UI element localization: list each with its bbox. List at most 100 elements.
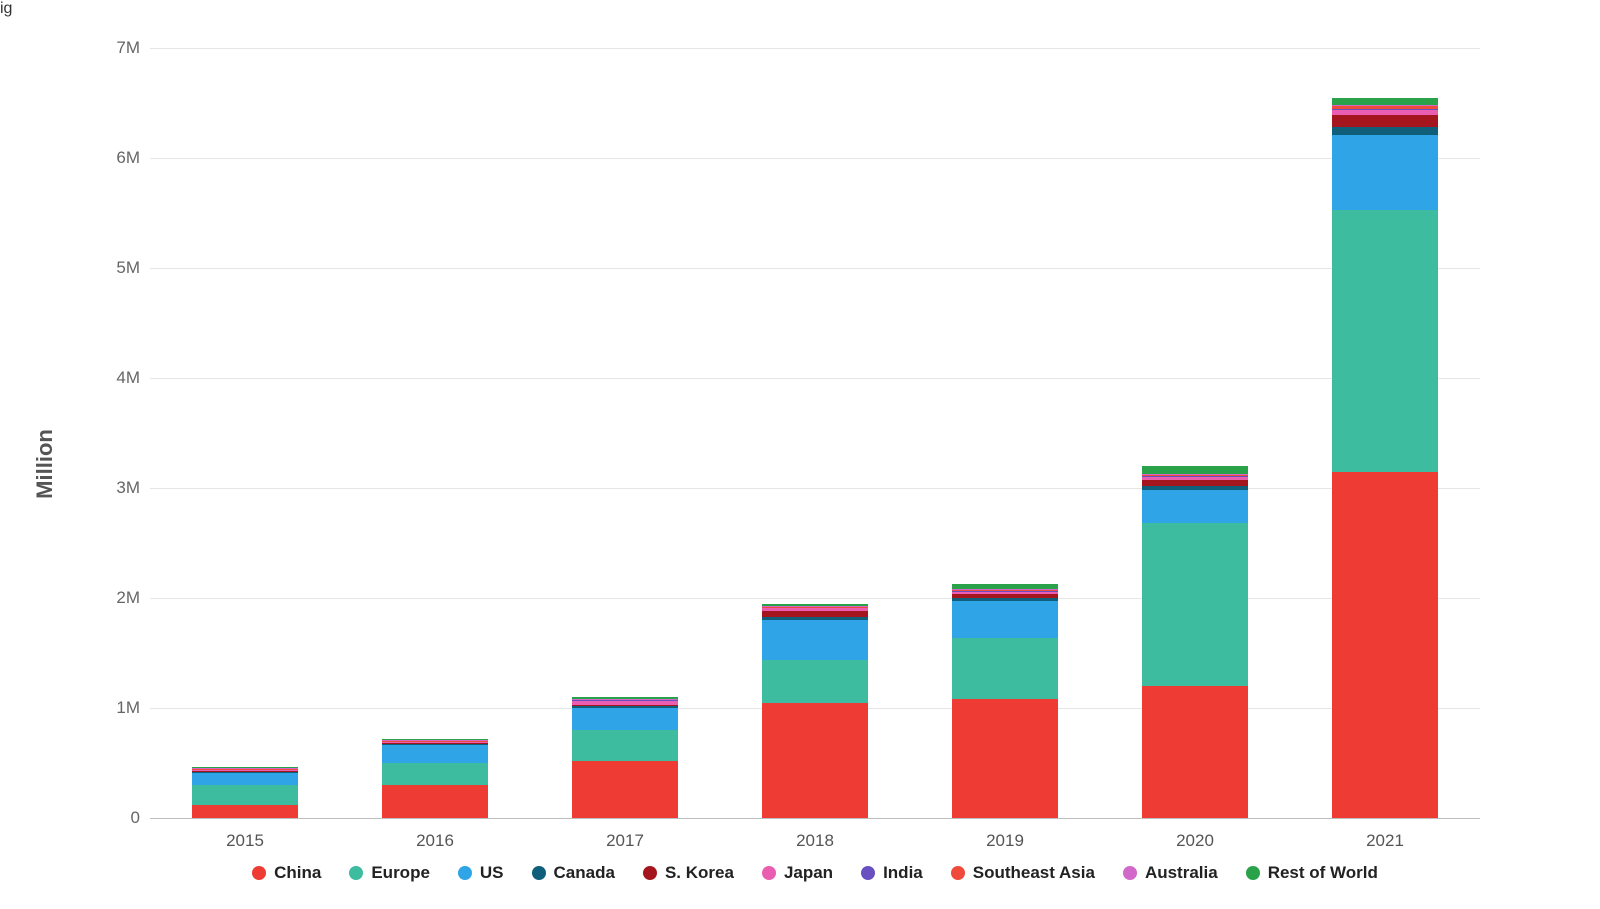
bar-seg-india [1332, 109, 1438, 111]
legend-label: India [883, 863, 923, 883]
legend-swatch-icon [951, 866, 965, 880]
x-tick-label: 2016 [416, 831, 454, 851]
bar-seg-europe [192, 785, 298, 805]
bar-seg-china [1142, 686, 1248, 818]
bar-seg-australia [952, 589, 1058, 590]
legend-swatch-icon [349, 866, 363, 880]
bar-seg-japan [1142, 477, 1248, 480]
bar-2021 [1332, 48, 1438, 818]
bar-seg-southeast_asia [1332, 106, 1438, 108]
bar-seg-china [762, 703, 868, 819]
x-tick-label: 2018 [796, 831, 834, 851]
bar-seg-australia [1332, 105, 1438, 107]
legend-item-india: India [861, 863, 923, 883]
stacked-bar-chart: Million 01M2M3M4M5M6M7M 2015201620172018… [0, 18, 1600, 909]
bar-seg-skorea [762, 611, 868, 617]
bar-seg-japan [192, 769, 298, 771]
legend-label: Japan [784, 863, 833, 883]
legend-label: S. Korea [665, 863, 734, 883]
legend-item-china: China [252, 863, 321, 883]
bar-seg-china [192, 805, 298, 818]
legend-item-australia: Australia [1123, 863, 1218, 883]
bar-seg-southeast_asia [1142, 475, 1248, 476]
bar-seg-china [382, 785, 488, 818]
legend-swatch-icon [762, 866, 776, 880]
plot-area: 01M2M3M4M5M6M7M [150, 48, 1480, 819]
bar-2017 [572, 48, 678, 818]
bar-seg-rest_of_world [382, 739, 488, 741]
x-tick-label: 2021 [1366, 831, 1404, 851]
bar-seg-australia [572, 699, 678, 700]
legend-label: Southeast Asia [973, 863, 1095, 883]
legend-label: Rest of World [1268, 863, 1378, 883]
bar-seg-southeast_asia [952, 590, 1058, 591]
legend-swatch-icon [1246, 866, 1260, 880]
legend-item-canada: Canada [532, 863, 615, 883]
bar-seg-japan [382, 741, 488, 743]
bar-seg-china [1332, 472, 1438, 819]
legend-item-europe: Europe [349, 863, 430, 883]
bar-seg-canada [952, 598, 1058, 601]
y-tick-label: 7M [90, 38, 140, 58]
bar-seg-rest_of_world [192, 767, 298, 768]
bar-seg-us [1142, 490, 1248, 523]
x-tick-label: 2019 [986, 831, 1024, 851]
bar-seg-europe [572, 730, 678, 761]
legend-swatch-icon [861, 866, 875, 880]
legend-label: China [274, 863, 321, 883]
legend-swatch-icon [1123, 866, 1137, 880]
legend: China Europe US Canada S. Korea Japan India Sou… [150, 863, 1480, 883]
bar-seg-rest_of_world [572, 697, 678, 699]
bar-seg-rest_of_world [1332, 98, 1438, 105]
bar-seg-australia [762, 606, 868, 607]
bar-seg-europe [1142, 523, 1248, 686]
bar-seg-china [572, 761, 678, 818]
bar-seg-india [762, 607, 868, 608]
bar-seg-skorea [192, 771, 298, 772]
bar-seg-europe [952, 638, 1058, 700]
bar-seg-japan [572, 700, 678, 704]
legend-swatch-icon [252, 866, 266, 880]
legend-swatch-icon [458, 866, 472, 880]
bar-seg-australia [1142, 474, 1248, 475]
bar-2016 [382, 48, 488, 818]
bar-seg-canada [572, 706, 678, 708]
bar-2019 [952, 48, 1058, 818]
legend-swatch-icon [643, 866, 657, 880]
legend-item-japan: Japan [762, 863, 833, 883]
bar-seg-canada [382, 744, 488, 745]
y-tick-label: 5M [90, 258, 140, 278]
bar-seg-us [192, 772, 298, 785]
bar-seg-canada [1332, 127, 1438, 135]
legend-item-rest_of_world: Rest of World [1246, 863, 1378, 883]
legend-label: Australia [1145, 863, 1218, 883]
bar-seg-japan [762, 608, 868, 611]
bar-seg-skorea [952, 594, 1058, 598]
legend-item-skorea: S. Korea [643, 863, 734, 883]
bar-seg-japan [1332, 110, 1438, 115]
x-axis: 2015201620172018201920202021 [150, 823, 1480, 853]
bar-seg-rest_of_world [1142, 466, 1248, 474]
legend-item-southeast_asia: Southeast Asia [951, 863, 1095, 883]
bar-seg-europe [382, 763, 488, 785]
bar-2020 [1142, 48, 1248, 818]
bar-seg-canada [1142, 486, 1248, 490]
bar-seg-rest_of_world [762, 604, 868, 606]
legend-swatch-icon [532, 866, 546, 880]
bar-seg-canada [762, 617, 868, 620]
bar-seg-us [572, 708, 678, 730]
y-tick-label: 3M [90, 478, 140, 498]
bar-seg-india [1142, 476, 1248, 477]
legend-label: US [480, 863, 504, 883]
x-tick-label: 2017 [606, 831, 644, 851]
bar-seg-canada [192, 772, 298, 773]
legend-label: Europe [371, 863, 430, 883]
bar-seg-europe [762, 660, 868, 703]
bar-seg-rest_of_world [952, 584, 1058, 589]
bar-seg-southeast_asia [572, 699, 678, 700]
y-tick-label: 0 [90, 808, 140, 828]
y-tick-label: 4M [90, 368, 140, 388]
bar-seg-us [762, 620, 868, 660]
bar-seg-india [952, 591, 1058, 592]
x-tick-label: 2015 [226, 831, 264, 851]
